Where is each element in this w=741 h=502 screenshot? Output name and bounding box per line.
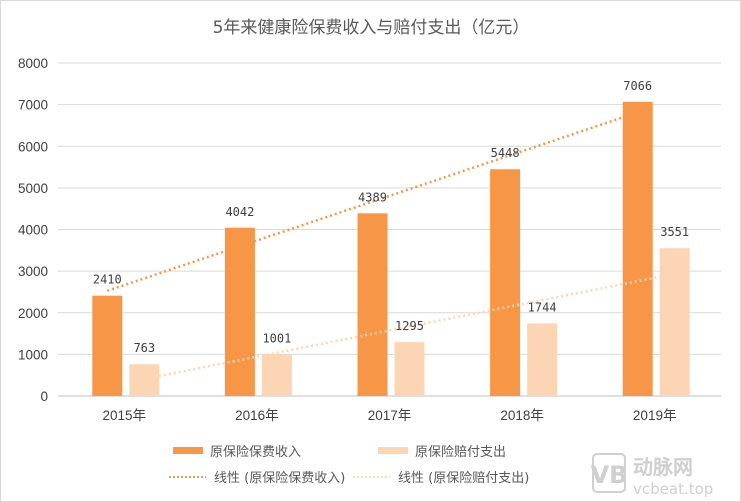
bar-claims [129,364,160,396]
y-tick-label: 8000 [18,56,48,71]
y-tick-label: 0 [40,389,48,404]
data-label: 1295 [395,319,424,333]
legend-label: 线性 (原保险赔付支出) [398,471,529,486]
data-label: 3551 [660,225,689,239]
bar-premium [224,227,255,396]
y-tick-label: 1000 [18,347,48,362]
data-label: 1744 [528,300,557,314]
legend-swatch [173,447,203,454]
data-label: 4389 [358,190,387,204]
bar-claims [394,342,425,396]
legend-label: 原保险保费收入 [210,445,301,460]
data-label: 4042 [225,205,254,219]
y-tick-label: 3000 [18,264,48,279]
watermark-brand: 动脉网 [633,455,693,479]
x-tick-label: 2016年 [235,408,279,423]
y-tick-label: 4000 [18,223,48,238]
y-tick-label: 7000 [18,98,48,113]
legend-label: 原保险赔付支出 [415,445,506,460]
bar-premium [357,213,388,396]
bar-premium [490,169,521,396]
watermark-site: vcbeat.top [633,480,713,498]
data-label: 5448 [491,146,520,160]
data-label: 763 [133,341,155,355]
x-tick-label: 2017年 [368,408,412,423]
y-tick-label: 6000 [18,139,48,154]
bar-premium [622,101,653,396]
bar-claims [659,248,690,396]
y-tick-label: 2000 [18,306,48,321]
data-label: 2410 [93,273,122,287]
x-tick-label: 2019年 [633,408,677,423]
x-tick-label: 2018年 [500,408,544,423]
y-tick-label: 5000 [18,181,48,196]
bar-claims [527,323,558,396]
legend-label: 线性 (原保险保费收入) [214,471,345,486]
data-label: 7066 [623,79,652,93]
bar-premium [92,295,123,396]
legend-swatch [378,447,408,454]
x-tick-label: 2015年 [103,408,147,423]
trendline-premium [106,116,624,292]
chart-title: 5年来健康险保费收入与赔付支出（亿元） [213,18,530,38]
bar-claims [261,354,292,396]
data-label: 1001 [262,331,291,345]
svg-text:VB: VB [591,461,628,489]
watermark-logo: VB 动脉网 vcbeat.top [591,453,713,498]
